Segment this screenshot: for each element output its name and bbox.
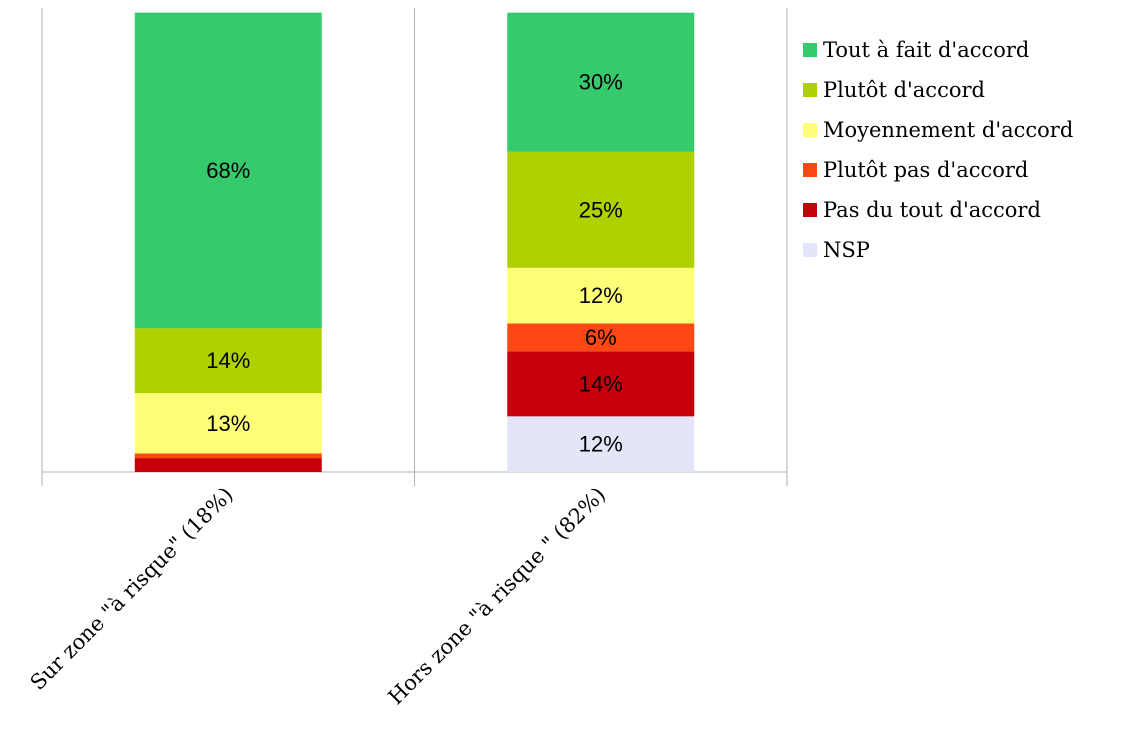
legend-label: Moyennement d'accord [823, 118, 1073, 142]
data-label: 12% [579, 283, 623, 308]
bar-segment [507, 416, 695, 472]
x-axis-tick-labels: Sur zone "à risque" (18%) Hors zone "à ri… [26, 483, 611, 710]
bar-segment [134, 458, 322, 472]
data-label: 6% [585, 325, 617, 350]
legend-label: Plutôt d'accord [823, 78, 985, 102]
x-tick-label: Sur zone "à risque" (18%) [26, 483, 238, 695]
legend-swatch [803, 203, 817, 217]
legend-swatch [803, 43, 817, 57]
data-label: 14% [206, 348, 250, 373]
x-tick-label: Hors zone "à risque " (82%) [384, 483, 611, 710]
legend-item: Pas du tout d'accord [803, 198, 1041, 222]
data-label: 68% [206, 158, 250, 183]
legend-item: Moyennement d'accord [803, 118, 1073, 142]
legend-swatch [803, 83, 817, 97]
legend-swatch [803, 163, 817, 177]
bar-segment [507, 151, 695, 268]
data-label: 14% [579, 371, 623, 396]
legend-label: NSP [823, 238, 870, 262]
legend-item: NSP [803, 238, 870, 262]
data-label: 25% [579, 197, 623, 222]
data-label: 12% [579, 432, 623, 457]
bar-segment [507, 12, 695, 152]
data-labels: 13% 14% 68% 12% 14% 6% 12% 25% 30% [206, 70, 623, 457]
bar-segment [507, 351, 695, 417]
bar-segment [134, 453, 322, 459]
bar-segment [134, 12, 322, 329]
legend: Tout à fait d'accord Plutôt d'accord Moyen… [803, 38, 1073, 262]
bar-segment [507, 267, 695, 324]
bar-segment [134, 328, 322, 394]
bar-segment [507, 323, 695, 352]
legend-swatch [803, 123, 817, 137]
legend-label: Plutôt pas d'accord [823, 158, 1028, 182]
legend-item: Plutôt d'accord [803, 78, 985, 102]
legend-item: Tout à fait d'accord [803, 38, 1029, 62]
bar-segment [134, 393, 322, 454]
legend-label: Tout à fait d'accord [823, 38, 1029, 62]
legend-item: Plutôt pas d'accord [803, 158, 1028, 182]
data-label: 30% [579, 70, 623, 95]
data-label: 13% [206, 411, 250, 436]
legend-swatch [803, 243, 817, 257]
legend-label: Pas du tout d'accord [823, 198, 1041, 222]
bars [134, 12, 695, 472]
